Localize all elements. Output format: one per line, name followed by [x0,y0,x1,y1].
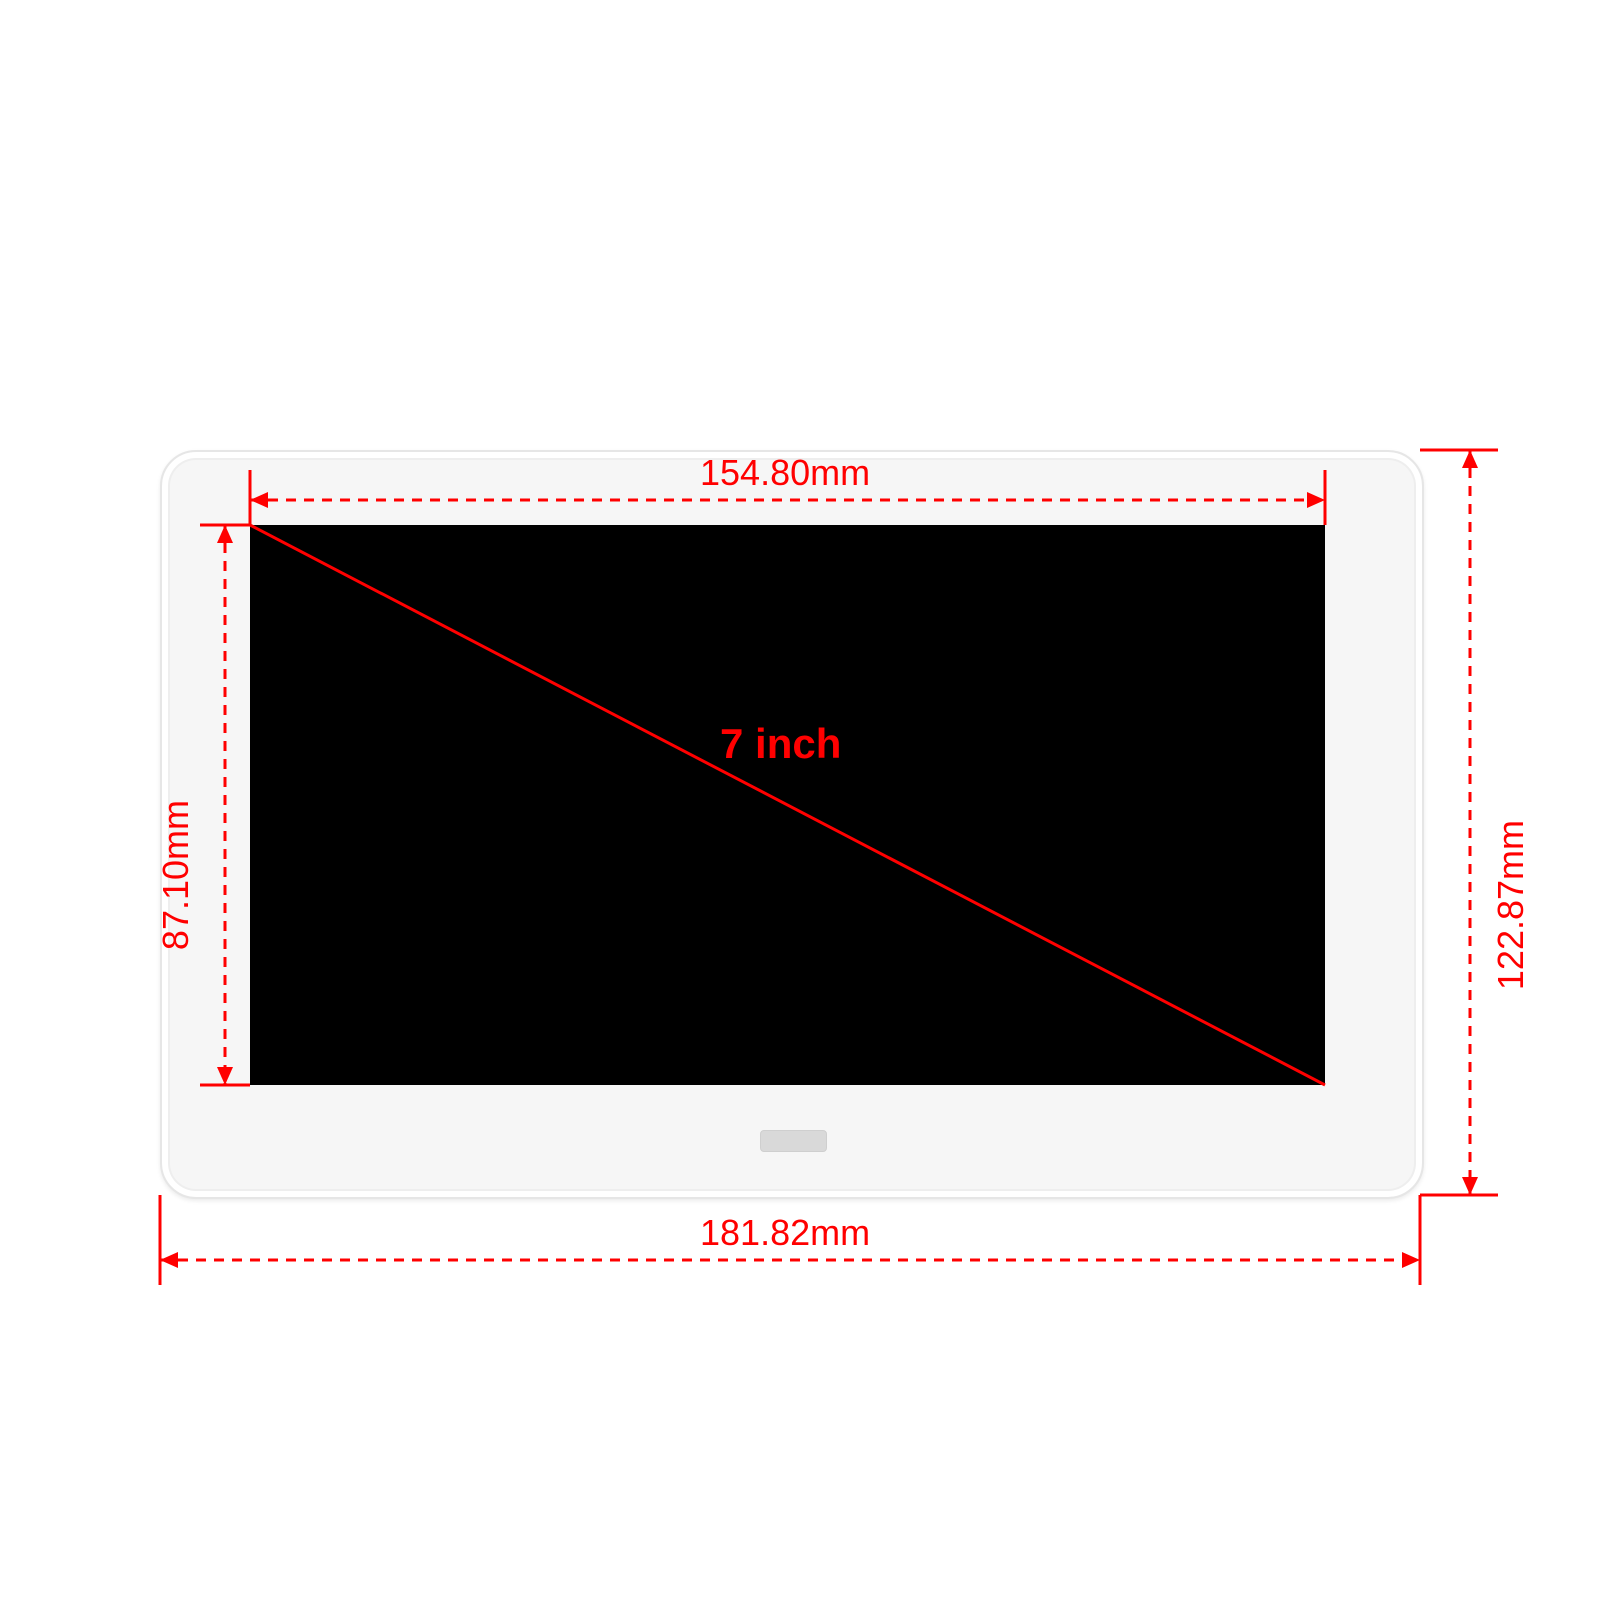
label-frame-height: 122.87mm [1490,820,1532,990]
label-diagonal: 7 inch [720,720,841,768]
diagram-stage: 154.80mm 87.10mm 181.82mm 122.87mm 7 inc… [0,0,1600,1600]
device-screen [250,525,1325,1085]
label-screen-height: 87.10mm [155,800,197,950]
label-frame-width: 181.82mm [700,1212,870,1254]
label-screen-width: 154.80mm [700,452,870,494]
ir-window-indicator [760,1130,827,1152]
